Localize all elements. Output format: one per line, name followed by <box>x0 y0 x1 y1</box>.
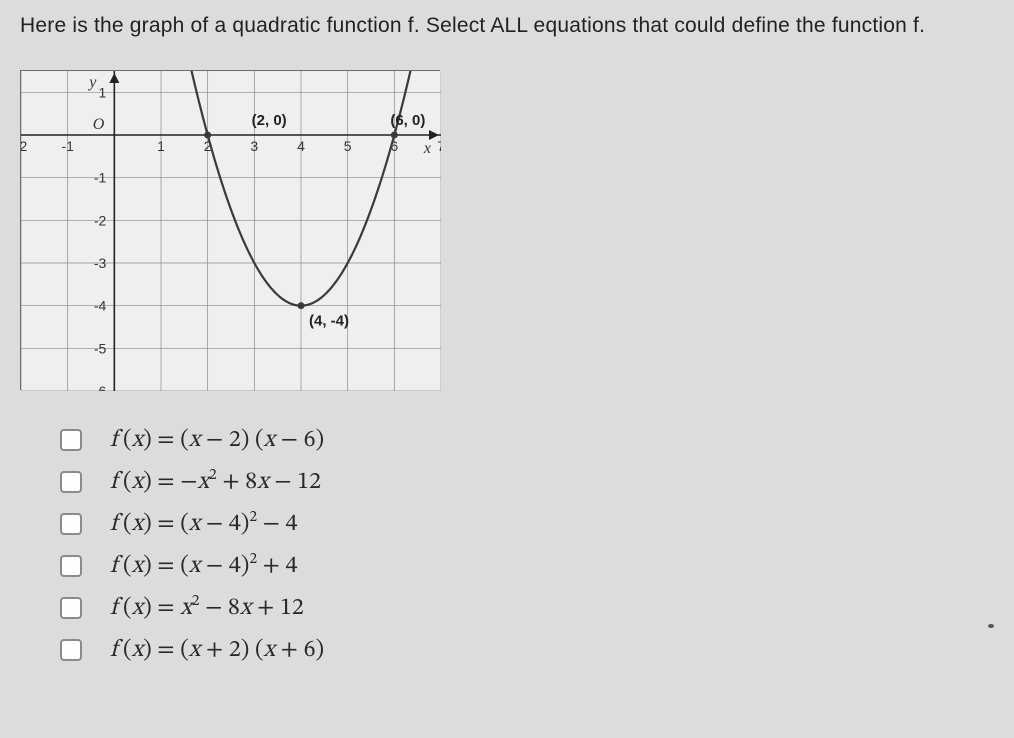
checkbox[interactable] <box>60 555 82 577</box>
option-row: f (x) = x2 − 8x + 12 <box>60 593 324 623</box>
checkbox[interactable] <box>60 597 82 619</box>
stray-mark-icon <box>988 624 994 628</box>
svg-text:1: 1 <box>99 84 107 100</box>
svg-text:-1: -1 <box>94 170 107 186</box>
svg-text:-6: -6 <box>94 383 107 391</box>
svg-text:O: O <box>93 116 105 133</box>
svg-text:-2: -2 <box>94 212 107 228</box>
equation: f (x) = (x − 2) (x − 6) <box>110 425 324 455</box>
svg-text:(6, 0): (6, 0) <box>390 112 425 129</box>
svg-text:-2: -2 <box>21 138 27 154</box>
checkbox[interactable] <box>60 429 82 451</box>
equation: f (x) = (x + 2) (x + 6) <box>110 635 324 665</box>
equation: f (x) = x2 − 8x + 12 <box>110 593 304 623</box>
graph-svg: -2-11234567-6-5-4-3-2-11Oxy(2, 0)(6, 0)(… <box>21 71 441 391</box>
question-prompt: Here is the graph of a quadratic functio… <box>20 14 925 38</box>
checkbox[interactable] <box>60 639 82 661</box>
svg-text:(2, 0): (2, 0) <box>252 112 287 129</box>
svg-text:x: x <box>423 140 431 157</box>
option-row: f (x) = (x − 4)2 − 4 <box>60 509 324 539</box>
checkbox[interactable] <box>60 513 82 535</box>
checkbox[interactable] <box>60 471 82 493</box>
equation: f (x) = (x − 4)2 + 4 <box>110 551 298 581</box>
svg-text:(4, -4): (4, -4) <box>309 313 349 330</box>
svg-text:y: y <box>87 74 97 91</box>
svg-text:5: 5 <box>344 138 352 154</box>
equation: f (x) = (x − 4)2 − 4 <box>110 509 298 539</box>
svg-text:-5: -5 <box>94 340 107 356</box>
svg-text:-1: -1 <box>61 138 74 154</box>
svg-text:-3: -3 <box>94 255 107 271</box>
svg-text:1: 1 <box>157 138 165 154</box>
svg-text:7: 7 <box>437 138 441 154</box>
svg-text:4: 4 <box>297 138 305 154</box>
svg-text:-4: -4 <box>94 298 107 314</box>
answer-options: f (x) = (x − 2) (x − 6) f (x) = −x2 + 8x… <box>60 425 324 677</box>
option-row: f (x) = −x2 + 8x − 12 <box>60 467 324 497</box>
equation: f (x) = −x2 + 8x − 12 <box>110 467 321 497</box>
option-row: f (x) = (x + 2) (x + 6) <box>60 635 324 665</box>
svg-text:3: 3 <box>250 138 258 154</box>
quadratic-graph: -2-11234567-6-5-4-3-2-11Oxy(2, 0)(6, 0)(… <box>20 70 440 390</box>
option-row: f (x) = (x − 4)2 + 4 <box>60 551 324 581</box>
option-row: f (x) = (x − 2) (x − 6) <box>60 425 324 455</box>
page-root: Here is the graph of a quadratic functio… <box>0 0 1014 738</box>
